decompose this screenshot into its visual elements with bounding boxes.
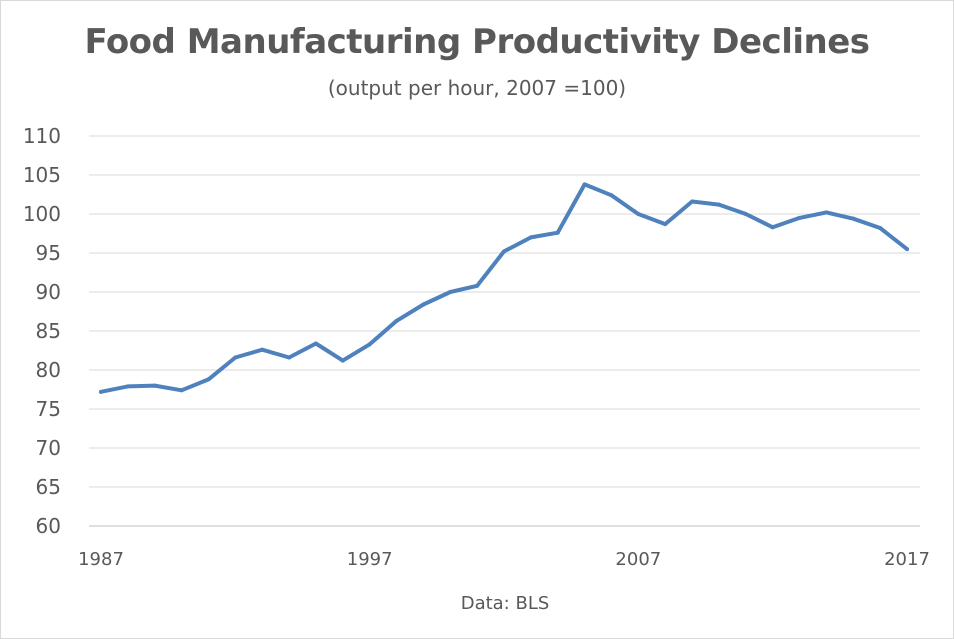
data-point bbox=[609, 193, 614, 198]
data-point bbox=[448, 290, 453, 294]
data-point bbox=[716, 202, 721, 207]
x-tick-label: 2017 bbox=[884, 549, 930, 570]
y-tick-label: 80 bbox=[36, 358, 61, 382]
series-layer bbox=[99, 182, 909, 394]
data-point bbox=[179, 388, 184, 393]
data-point bbox=[851, 216, 856, 221]
data-point bbox=[502, 249, 506, 254]
data-point bbox=[770, 225, 775, 230]
data-point bbox=[394, 318, 399, 323]
y-tick-label: 60 bbox=[36, 514, 61, 538]
data-point bbox=[743, 212, 748, 216]
data-point bbox=[421, 302, 426, 307]
y-tick-label: 110 bbox=[23, 124, 61, 148]
data-point bbox=[690, 199, 695, 204]
data-point bbox=[555, 230, 560, 235]
data-point bbox=[797, 215, 802, 220]
y-tick-label: 95 bbox=[36, 241, 61, 265]
series-line bbox=[99, 182, 909, 394]
data-point bbox=[528, 235, 533, 240]
data-point bbox=[233, 355, 238, 360]
data-point bbox=[582, 182, 587, 187]
chart-subtitle: (output per hour, 2007 =100) bbox=[327, 76, 627, 100]
x-tick-label: 1997 bbox=[347, 549, 393, 570]
data-point bbox=[206, 377, 211, 382]
data-point bbox=[287, 355, 292, 360]
data-point bbox=[99, 389, 103, 394]
data-point bbox=[152, 383, 157, 388]
data-point bbox=[636, 212, 641, 216]
data-point bbox=[663, 222, 668, 227]
x-tick-label: 2007 bbox=[615, 549, 661, 570]
y-axis-ticks: 60 65 70 75 80 85 90 95 100 105 110 bbox=[23, 124, 61, 538]
source-note: Data: BLS bbox=[461, 593, 550, 614]
data-point bbox=[367, 342, 372, 347]
y-tick-label: 70 bbox=[36, 436, 61, 460]
data-point bbox=[878, 226, 883, 231]
y-tick-label: 105 bbox=[23, 163, 61, 187]
chart-title: Food Manufacturing Productivity Declines bbox=[84, 22, 870, 62]
y-tick-label: 75 bbox=[36, 397, 61, 421]
y-tick-label: 65 bbox=[36, 475, 61, 499]
x-axis-ticks: 1987 1997 2007 2017 bbox=[78, 549, 930, 570]
data-point bbox=[313, 341, 318, 346]
x-tick-label: 1987 bbox=[78, 549, 124, 570]
data-point bbox=[125, 384, 130, 389]
data-point bbox=[260, 347, 265, 352]
data-point bbox=[475, 283, 480, 288]
data-point bbox=[340, 358, 345, 363]
data-point bbox=[905, 247, 909, 252]
y-tick-label: 85 bbox=[36, 319, 61, 343]
y-tick-label: 100 bbox=[23, 202, 61, 226]
gridlines bbox=[89, 135, 920, 527]
y-tick-label: 90 bbox=[36, 280, 61, 304]
data-point bbox=[824, 210, 829, 215]
